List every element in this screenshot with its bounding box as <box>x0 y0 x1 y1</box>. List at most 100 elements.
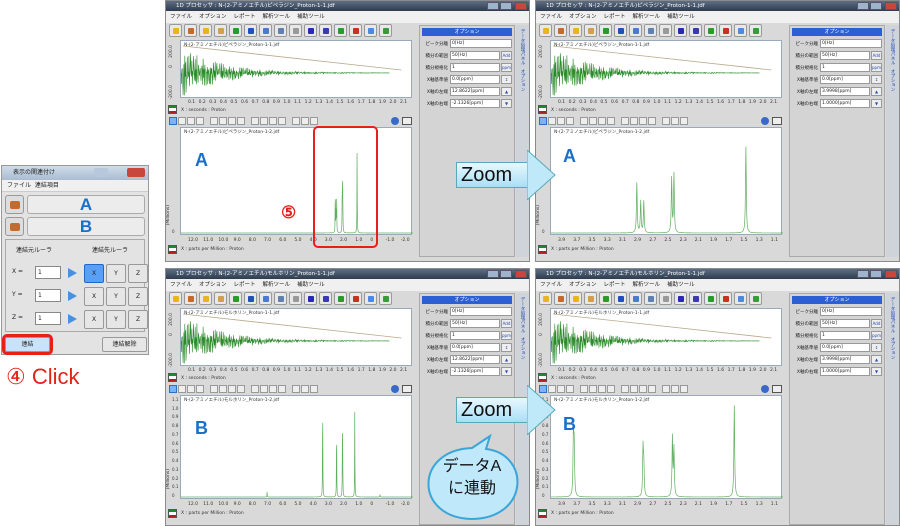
peak-pick-icon[interactable] <box>580 117 588 125</box>
dataset-icon[interactable] <box>554 292 567 305</box>
baseline-icon[interactable] <box>598 117 606 125</box>
center-icon[interactable] <box>621 385 629 393</box>
menu-item[interactable]: 解析ツール <box>262 282 291 288</box>
import-icon[interactable] <box>584 24 597 37</box>
option-input[interactable]: 50[Hz] <box>820 51 870 60</box>
flag-tool-icon[interactable] <box>719 292 732 305</box>
target-z-x-button[interactable]: X <box>84 310 104 329</box>
target-x-y-button[interactable]: Y <box>106 264 126 283</box>
option-input[interactable]: 0.0[ppm] <box>450 343 500 352</box>
link-b-name[interactable]: B <box>27 217 145 236</box>
dataset-icon[interactable] <box>184 24 197 37</box>
user-icon[interactable] <box>391 385 399 393</box>
settings-icon[interactable] <box>289 24 302 37</box>
minimize-button[interactable] <box>94 168 108 177</box>
cursor-icon[interactable] <box>196 117 204 125</box>
layers-icon[interactable] <box>704 24 717 37</box>
hand-icon[interactable] <box>548 117 556 125</box>
target-z-y-button[interactable]: Y <box>106 310 126 329</box>
side-tab[interactable]: オプション <box>890 337 895 360</box>
process-icon[interactable] <box>644 24 657 37</box>
integral-icon[interactable] <box>260 385 268 393</box>
scroll-up-icon[interactable]: ▲ <box>871 87 882 96</box>
zoom-icon[interactable] <box>187 385 195 393</box>
grid-icon[interactable] <box>301 117 309 125</box>
maximize-button[interactable] <box>500 270 512 278</box>
target-y-z-button[interactable]: Z <box>128 287 148 306</box>
import-icon[interactable] <box>214 24 227 37</box>
open-folder-icon[interactable] <box>169 24 182 37</box>
camera-icon[interactable] <box>772 117 782 125</box>
target-x-x-button[interactable]: X <box>84 264 104 283</box>
minimize-button[interactable] <box>487 270 499 278</box>
ruler-factor-input-z[interactable]: 1 <box>35 312 61 325</box>
open-multi-icon[interactable] <box>569 24 582 37</box>
menu-item[interactable]: 解析ツール <box>262 14 291 20</box>
option-input[interactable]: 12.8622[ppm] <box>450 87 500 96</box>
grid-icon[interactable] <box>301 385 309 393</box>
save-icon[interactable] <box>244 292 257 305</box>
ruler-icon[interactable] <box>639 385 647 393</box>
center-icon[interactable] <box>251 385 259 393</box>
hand-icon[interactable] <box>548 385 556 393</box>
connect-button[interactable]: 連結 <box>2 334 53 355</box>
import-icon[interactable] <box>584 292 597 305</box>
menu-item[interactable]: ファイル <box>170 282 193 288</box>
menu-item[interactable]: ファイル <box>540 282 563 288</box>
menu-item[interactable]: オプション <box>199 282 227 288</box>
display-flag-icon[interactable] <box>168 245 177 254</box>
plus-icon[interactable] <box>278 385 286 393</box>
info-icon[interactable] <box>734 292 747 305</box>
menu-item[interactable]: レポート <box>233 282 256 288</box>
text-icon[interactable] <box>662 385 670 393</box>
ppm-button[interactable]: ppm <box>871 63 882 72</box>
close-button[interactable] <box>885 2 897 10</box>
add-button[interactable]: Add <box>871 319 882 328</box>
display-flag-icon[interactable] <box>538 245 547 254</box>
maximize-button[interactable] <box>500 2 512 10</box>
display-flag-icon[interactable] <box>538 105 547 114</box>
pointer-icon[interactable] <box>539 117 547 125</box>
add-button[interactable]: Add <box>871 51 882 60</box>
multi-integral-icon[interactable] <box>319 292 332 305</box>
menu-item[interactable]: 補助ツール <box>297 14 325 20</box>
menu-item[interactable]: レポート <box>603 14 626 20</box>
save-icon[interactable] <box>244 24 257 37</box>
ruler-factor-input-y[interactable]: 1 <box>35 289 61 302</box>
dataset-icon[interactable] <box>554 24 567 37</box>
stepper-button[interactable]: ↕ <box>501 343 512 352</box>
open-multi-icon[interactable] <box>199 24 212 37</box>
ruler-icon[interactable] <box>269 117 277 125</box>
phase-icon[interactable] <box>607 385 615 393</box>
option-input[interactable]: 3.9998[ppm] <box>820 355 870 364</box>
menu-item[interactable]: 補助ツール <box>667 14 695 20</box>
camera-icon[interactable] <box>402 385 412 393</box>
menu-item[interactable]: レポート <box>233 14 256 20</box>
integral-icon[interactable] <box>304 292 317 305</box>
import-icon[interactable] <box>214 292 227 305</box>
side-tab[interactable]: データ処理パネル <box>890 29 895 65</box>
zoom-icon[interactable] <box>557 385 565 393</box>
minimize-button[interactable] <box>487 2 499 10</box>
play-icon[interactable] <box>219 385 227 393</box>
scroll-up-icon[interactable]: ▲ <box>501 355 512 364</box>
option-input[interactable]: 1.0000[ppm] <box>820 367 870 376</box>
target-z-z-button[interactable]: Z <box>128 310 148 329</box>
flag-tool-icon[interactable] <box>349 292 362 305</box>
menu-item[interactable]: ファイル <box>170 14 193 20</box>
add-button[interactable]: Add <box>501 319 512 328</box>
export-icon[interactable] <box>379 292 392 305</box>
side-tab[interactable]: データ処理パネル <box>520 29 525 65</box>
user-icon[interactable] <box>761 385 769 393</box>
display-flag-icon[interactable] <box>538 373 547 382</box>
ppm-button[interactable]: ppm <box>501 331 512 340</box>
display-flag-icon[interactable] <box>168 105 177 114</box>
scroll-down-icon[interactable]: ▼ <box>501 99 512 108</box>
cursor-icon[interactable] <box>566 117 574 125</box>
grid-icon[interactable] <box>671 385 679 393</box>
open-multi-icon[interactable] <box>199 292 212 305</box>
integral-icon[interactable] <box>630 117 638 125</box>
settings-icon[interactable] <box>289 292 302 305</box>
open-multi-icon[interactable] <box>569 292 582 305</box>
scroll-down-icon[interactable]: ▼ <box>871 367 882 376</box>
